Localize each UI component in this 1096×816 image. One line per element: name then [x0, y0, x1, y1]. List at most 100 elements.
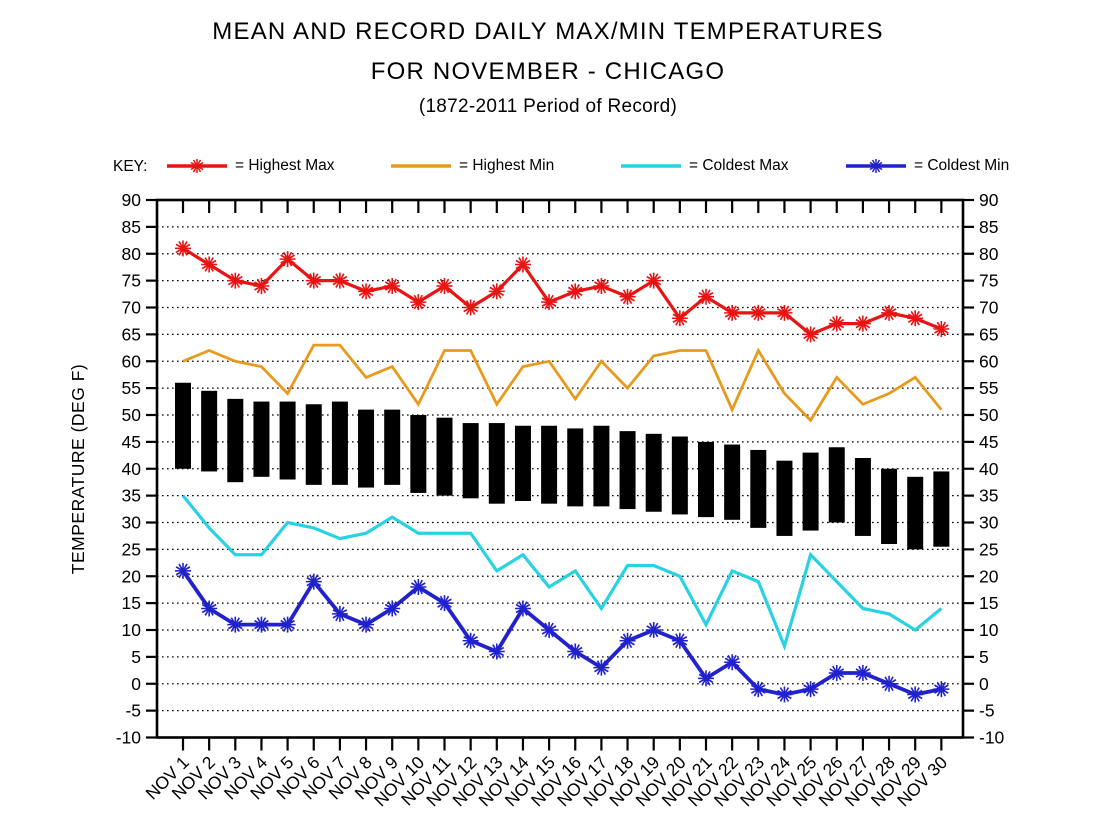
series-highest-max-marker-24 [776, 304, 793, 321]
y-axis-label-left-25: 25 [122, 539, 141, 559]
series-coldest-min-marker-1 [175, 562, 191, 579]
mean-range-bar-nov-11 [436, 417, 453, 496]
legend-item-label: = Coldest Min [914, 157, 1010, 174]
y-axis-label-right-0: 0 [979, 674, 989, 694]
mean-range-bar-nov-6 [305, 404, 322, 485]
series-highest-max-marker-9 [384, 278, 401, 294]
series-coldest-min-marker-15 [541, 622, 558, 638]
series-highest-max-marker-10 [410, 294, 427, 311]
y-axis-label-right-5: 5 [979, 647, 989, 667]
series-coldest-min-marker-30 [933, 681, 950, 698]
mean-range-bar-nov-7 [331, 401, 348, 485]
mean-range-bar-nov-2 [201, 390, 218, 472]
mean-range-bar-nov-26 [828, 447, 845, 523]
series-coldest-min-marker-4 [253, 616, 270, 633]
series-highest-max-marker-23 [750, 304, 767, 321]
series-coldest-min-marker-3 [227, 616, 244, 633]
mean-range-bar-nov-25 [802, 452, 819, 531]
series-coldest-min-line [181, 569, 942, 697]
series-highest-max [175, 240, 950, 343]
legend-item-highest-max: = Highest Max [166, 156, 335, 176]
y-axis-label-left-65: 65 [122, 324, 141, 344]
mean-range-bar-nov-1 [175, 382, 191, 469]
mean-range-bars [175, 382, 950, 550]
series-highest-max-marker-2 [201, 256, 218, 273]
mean-range-bar-nov-14 [514, 425, 531, 501]
y-axis-label-left-60: 60 [122, 351, 142, 371]
series-highest-max-marker-14 [514, 256, 531, 273]
y-axis-label-right-70: 70 [979, 298, 999, 318]
y-axis-label-left--5: -5 [125, 701, 141, 721]
highest-min-line-icon [391, 164, 451, 168]
y-axis-label-left-40: 40 [122, 459, 142, 479]
y-axis-label-right-30: 30 [979, 513, 999, 533]
mean-range-bar-nov-9 [384, 409, 401, 485]
mean-range-bar-nov-30 [933, 471, 950, 547]
y-axis-label-left-80: 80 [122, 244, 142, 264]
mean-range-bar-nov-28 [881, 468, 898, 544]
series-highest-max-marker-7 [331, 272, 348, 289]
y-axis-title: TEMPERATURE (DEG F) [68, 364, 88, 574]
y-axis-label-right-60: 60 [979, 351, 999, 371]
series-coldest-min-marker-21 [698, 670, 714, 687]
series-highest-max-marker-26 [828, 315, 845, 332]
series-highest-max-marker-4 [253, 278, 270, 294]
series-coldest-max-line [181, 494, 943, 652]
series-coldest-min-marker-18 [619, 632, 636, 649]
series-coldest-min-marker-9 [384, 600, 401, 617]
series-coldest-max [181, 494, 943, 652]
series-highest-max-marker-5 [279, 251, 296, 268]
chart-title-line1: MEAN AND RECORD DAILY MAX/MIN TEMPERATUR… [212, 18, 884, 45]
y-axis-label-left-35: 35 [122, 486, 141, 506]
series-coldest-min-marker-2 [201, 600, 218, 617]
y-axis-label-left-5: 5 [131, 647, 141, 667]
series-coldest-min-marker-11 [436, 595, 453, 612]
series-coldest-min-marker-17 [593, 659, 610, 676]
legend-item-label: = Coldest Max [689, 157, 789, 174]
y-axis-label-right-80: 80 [979, 244, 999, 264]
y-axis-label-left-90: 90 [122, 190, 142, 210]
highest-max-swatch-star [190, 159, 204, 173]
y-axis-label-right-25: 25 [979, 539, 998, 559]
series-coldest-min-marker-26 [828, 665, 845, 681]
legend-item-highest-min: = Highest Min [390, 156, 554, 176]
y-axis-label-right-10: 10 [979, 620, 999, 640]
y-axis-label-right-75: 75 [979, 271, 998, 291]
legend-key-label: KEY: [113, 158, 148, 175]
coldest-max-line-icon [621, 164, 681, 168]
series-coldest-min-marker-27 [854, 665, 871, 681]
series-highest-max-marker-29 [907, 310, 924, 327]
series-coldest-min-marker-19 [645, 622, 662, 638]
highest-max-line-icon [167, 159, 227, 173]
mean-range-bar-nov-20 [671, 436, 688, 515]
series-highest-max-marker-8 [358, 283, 375, 300]
plot-border [155, 198, 965, 739]
series-highest-max-marker-13 [488, 283, 505, 300]
mean-range-bar-nov-29 [907, 476, 924, 550]
series-coldest-min-marker-23 [750, 681, 767, 698]
mean-range-bar-nov-22 [724, 444, 741, 520]
y-axis-label-right-85: 85 [979, 217, 998, 237]
y-axis-label-left-75: 75 [122, 271, 141, 291]
mean-range-bar-nov-23 [750, 449, 767, 528]
series-highest-max-marker-30 [933, 321, 950, 337]
y-axis-label-left-55: 55 [122, 378, 141, 398]
mean-range-bar-nov-15 [541, 425, 558, 504]
series-coldest-min-marker-5 [279, 616, 296, 633]
legend-item-label: = Highest Min [459, 157, 555, 174]
series-coldest-min-marker-12 [462, 632, 479, 649]
y-axis-label-left-45: 45 [122, 432, 141, 452]
series-highest-max-marker-25 [802, 326, 819, 343]
mean-range-bar-nov-3 [227, 398, 244, 483]
mean-range-bar-nov-5 [279, 401, 296, 480]
y-axis-label-right-40: 40 [979, 459, 999, 479]
y-axis-label-right-90: 90 [979, 190, 999, 210]
y-axis-label-right--10: -10 [979, 728, 1005, 748]
series-coldest-min-marker-10 [410, 579, 427, 595]
series-highest-max-marker-3 [227, 272, 244, 289]
series-coldest-min-marker-13 [488, 643, 505, 660]
series-highest-max-marker-21 [698, 288, 714, 305]
series-highest-min [182, 343, 943, 423]
y-axis-label-right-50: 50 [979, 405, 999, 425]
